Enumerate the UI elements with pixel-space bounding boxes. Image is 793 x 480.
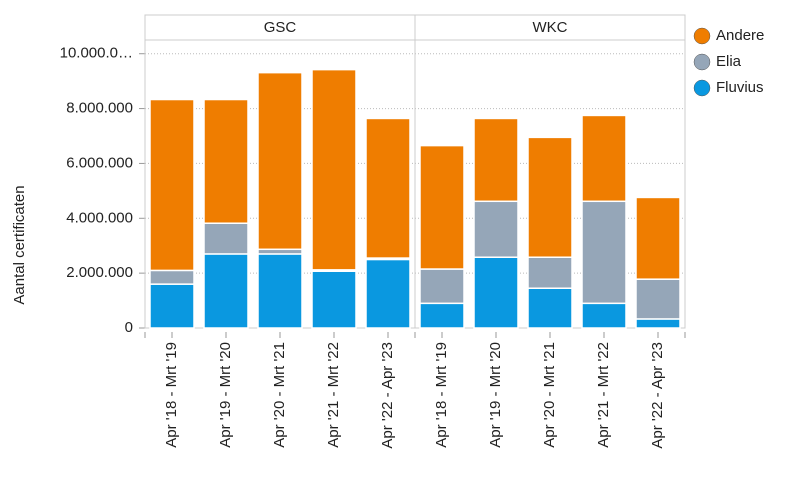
- x-tick-label: Apr '21 - Mrt '22: [325, 342, 342, 448]
- bar-segment: [473, 256, 519, 329]
- bar-segment: [419, 268, 465, 305]
- y-tick-label: 8.000.000: [66, 100, 133, 117]
- facet-header: [144, 14, 416, 41]
- y-tick-label: 4.000.000: [66, 209, 133, 226]
- facet-header: [414, 14, 686, 41]
- bar-segment: [527, 136, 573, 258]
- bar-segment: [581, 302, 627, 329]
- x-tick-label: Apr '18 - Mrt '19: [163, 342, 180, 448]
- y-tick-label: 6.000.000: [66, 154, 133, 171]
- x-tick-label: Apr '22 - Apr '23: [649, 342, 666, 449]
- bar-segment: [365, 258, 411, 329]
- bar-segment: [527, 256, 573, 289]
- bar-segment: [203, 253, 249, 329]
- y-axis-label: Aantal certificaten: [11, 185, 28, 304]
- x-tick-label: Apr '22 - Apr '23: [379, 342, 396, 449]
- legend-label: Elia: [716, 53, 742, 70]
- bar-segment: [581, 200, 627, 305]
- x-tick-label: Apr '19 - Mrt '20: [487, 342, 504, 448]
- bar-segment: [149, 98, 195, 272]
- legend-label: Fluvius: [716, 79, 764, 96]
- facet-title: GSC: [264, 19, 297, 36]
- bar-segment: [635, 318, 681, 329]
- x-tick-label: Apr '18 - Mrt '19: [433, 342, 450, 448]
- bar-segment: [581, 114, 627, 203]
- bar-segment: [419, 144, 465, 270]
- legend-swatch: [693, 27, 711, 45]
- x-tick-label: Apr '20 - Mrt '21: [271, 342, 288, 448]
- bar-segment: [149, 269, 195, 285]
- bar-segment: [635, 196, 681, 280]
- y-tick-label: 2.000.000: [66, 264, 133, 281]
- x-tick-label: Apr '19 - Mrt '20: [217, 342, 234, 448]
- bar-segment: [635, 278, 681, 320]
- bar-segment: [203, 98, 249, 224]
- bar-segment: [257, 253, 303, 329]
- bar-segment: [473, 117, 519, 203]
- legend-swatch: [693, 79, 711, 97]
- bar-segment: [203, 222, 249, 255]
- x-tick-label: Apr '20 - Mrt '21: [541, 342, 558, 448]
- bar-segment: [311, 68, 357, 271]
- legend-swatch: [693, 53, 711, 71]
- bar-segment: [257, 71, 303, 251]
- bar-segment: [149, 283, 195, 329]
- bar-segment: [527, 287, 573, 329]
- bar-segment: [473, 200, 519, 258]
- bar-segment: [365, 117, 411, 259]
- legend-label: Andere: [716, 27, 764, 44]
- bar-segment: [311, 270, 357, 329]
- x-tick-label: Apr '21 - Mrt '22: [595, 342, 612, 448]
- y-tick-label: 0: [125, 319, 133, 336]
- bar-segment: [419, 302, 465, 329]
- facet-title: WKC: [533, 19, 568, 36]
- y-tick-label: 10.000.0…: [60, 45, 133, 62]
